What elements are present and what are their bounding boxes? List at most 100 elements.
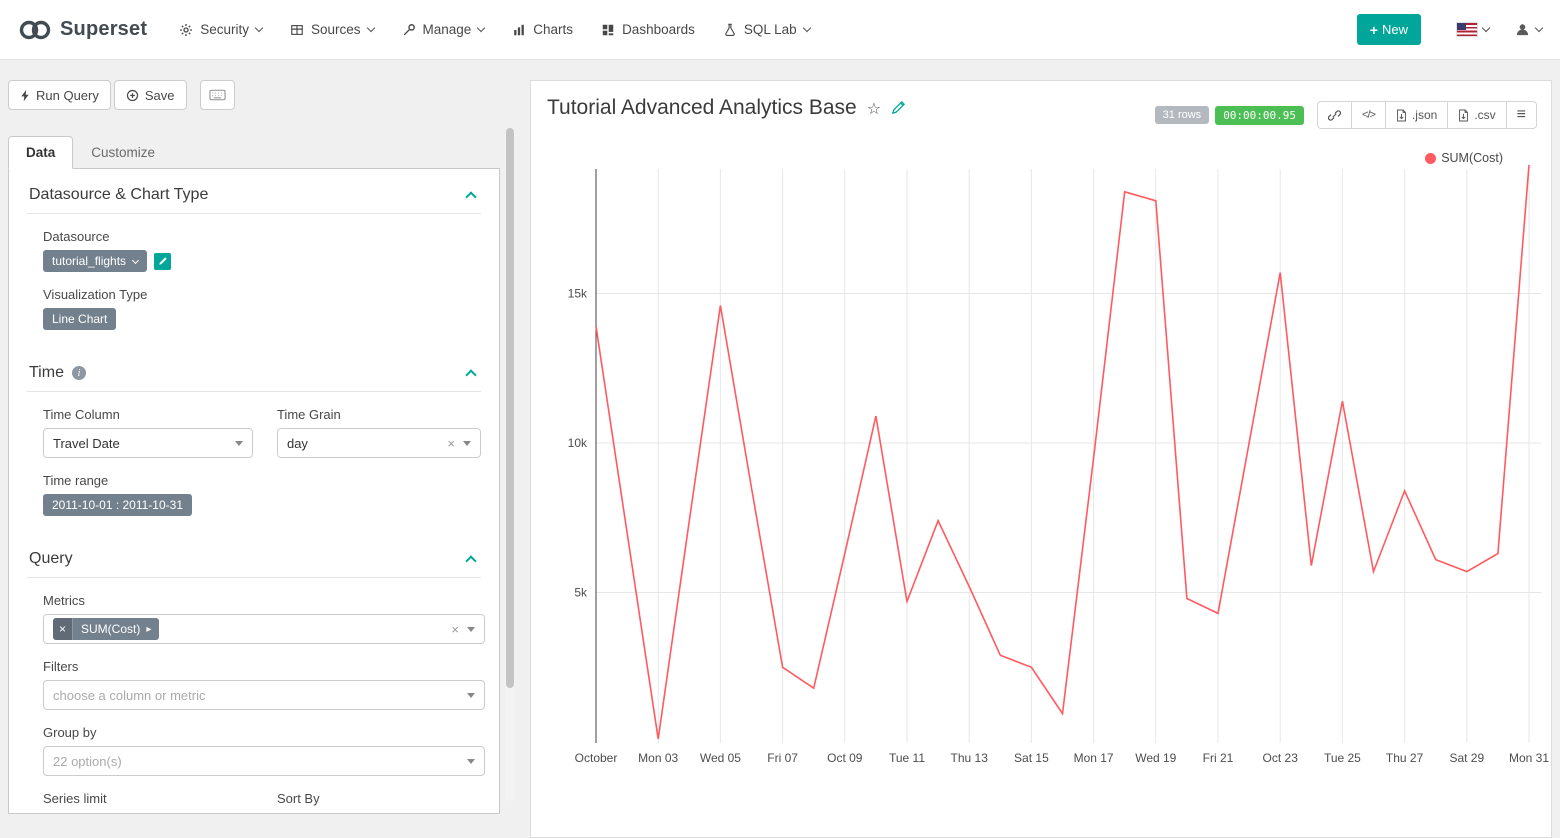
time-range-label: Time range bbox=[43, 473, 109, 488]
datasource-value-tag[interactable]: tutorial_flights bbox=[43, 250, 148, 272]
chevron-down-icon bbox=[366, 23, 375, 32]
group-by-select[interactable]: 22 option(s) bbox=[43, 746, 485, 776]
clear-icon[interactable]: × bbox=[451, 621, 459, 637]
svg-text:Fri 21: Fri 21 bbox=[1203, 751, 1234, 765]
chevron-up-icon bbox=[465, 554, 477, 567]
legend-label: SUM(Cost) bbox=[1441, 151, 1503, 165]
nav-label: Manage bbox=[422, 22, 472, 37]
filters-select[interactable]: choose a column or metric bbox=[43, 680, 485, 710]
nav-label: Dashboards bbox=[622, 22, 695, 37]
keyboard-shortcuts-button[interactable] bbox=[199, 80, 235, 110]
edit-chart-properties-icon[interactable] bbox=[891, 100, 906, 120]
time-range-tag[interactable]: 2011-10-01 : 2011-10-31 bbox=[43, 494, 192, 516]
chart-menu-button[interactable]: ≡ bbox=[1505, 101, 1537, 129]
svg-text:Fri 07: Fri 07 bbox=[767, 751, 798, 765]
row-count-badge: 31 rows bbox=[1154, 106, 1210, 124]
svg-text:10k: 10k bbox=[568, 436, 588, 450]
data-tab-panel: Datasource & Chart Type Datasource tutor… bbox=[8, 169, 500, 814]
svg-text:Wed 19: Wed 19 bbox=[1135, 751, 1176, 765]
pencil-icon bbox=[891, 100, 906, 115]
nav-label: SQL Lab bbox=[743, 22, 797, 37]
code-icon: </> bbox=[1362, 109, 1376, 121]
gear-icon bbox=[180, 23, 193, 36]
infinity-logo-icon bbox=[19, 20, 51, 39]
svg-text:Wed 05: Wed 05 bbox=[700, 751, 741, 765]
nav-label: Sources bbox=[310, 22, 361, 37]
time-column-label: Time Column bbox=[43, 407, 120, 422]
section-time-toggle[interactable]: Time i bbox=[27, 364, 481, 392]
svg-text:Tue 25: Tue 25 bbox=[1324, 751, 1361, 765]
nav-charts[interactable]: Charts bbox=[512, 22, 573, 37]
keyboard-icon bbox=[208, 89, 226, 101]
metrics-select[interactable]: × SUM(Cost) ▸ × bbox=[43, 614, 485, 644]
chart-legend[interactable]: SUM(Cost) bbox=[1425, 151, 1503, 165]
datasource-label: Datasource bbox=[43, 229, 110, 244]
run-query-button[interactable]: Run Query bbox=[8, 80, 111, 110]
section-datasource-toggle[interactable]: Datasource & Chart Type bbox=[27, 186, 481, 214]
sort-by-label: Sort By bbox=[276, 791, 320, 806]
section-datasource-chart-type: Datasource & Chart Type Datasource tutor… bbox=[9, 169, 499, 347]
line-chart[interactable]: 5k 10k 15k October Mon 03 Wed 05 Fri 07 Oct 09 T… bbox=[533, 147, 1549, 792]
chart-title: Tutorial Advanced Analytics Base bbox=[547, 96, 857, 119]
language-selector[interactable] bbox=[1457, 23, 1491, 36]
chevron-down-icon bbox=[1534, 23, 1544, 32]
svg-text:Oct 23: Oct 23 bbox=[1263, 751, 1299, 765]
svg-text:5k: 5k bbox=[574, 586, 588, 600]
svg-text:Sat 15: Sat 15 bbox=[1014, 751, 1049, 765]
svg-text:Mon 31: Mon 31 bbox=[1509, 751, 1549, 765]
bar-chart-icon bbox=[514, 24, 525, 35]
section-title: Query bbox=[29, 550, 73, 567]
filters-label: Filters bbox=[43, 659, 79, 674]
favorite-star-icon[interactable]: ☆ bbox=[866, 101, 882, 118]
remove-metric-icon[interactable]: × bbox=[53, 618, 74, 640]
explore-controls-panel: Run Query Save Data Customize Dat bbox=[0, 60, 500, 814]
scrollbar-thumb[interactable] bbox=[506, 128, 514, 688]
panel-scrollbar[interactable] bbox=[505, 128, 515, 801]
nav-security[interactable]: Security bbox=[179, 22, 264, 37]
chevron-up-icon bbox=[465, 368, 477, 381]
chevron-down-icon bbox=[463, 440, 471, 446]
chevron-down-icon bbox=[467, 626, 475, 632]
nav-label: Charts bbox=[533, 22, 574, 37]
explore-tabs: Data Customize bbox=[8, 136, 500, 169]
chevron-down-icon bbox=[132, 256, 140, 264]
nav-sources[interactable]: Sources bbox=[290, 22, 375, 37]
chevron-down-icon bbox=[254, 23, 264, 32]
tab-data[interactable]: Data bbox=[8, 136, 74, 169]
edit-datasource-icon[interactable] bbox=[154, 252, 172, 270]
caret-right-icon: ▸ bbox=[146, 623, 152, 635]
chevron-down-icon bbox=[467, 758, 475, 764]
query-duration-badge: 00:00:00.95 bbox=[1215, 105, 1305, 125]
dashboard-icon bbox=[602, 24, 614, 35]
new-button[interactable]: + New bbox=[1356, 14, 1421, 45]
user-menu[interactable] bbox=[1515, 22, 1544, 37]
save-button[interactable]: Save bbox=[113, 80, 187, 110]
export-json-button[interactable]: .json bbox=[1384, 101, 1449, 129]
metric-token[interactable]: × SUM(Cost) ▸ bbox=[53, 618, 160, 640]
viz-type-tag[interactable]: Line Chart bbox=[43, 308, 117, 330]
section-query: Query Metrics × SUM(Cost) ▸ × bbox=[9, 533, 499, 813]
superset-logo[interactable]: Superset bbox=[18, 18, 147, 41]
link-icon bbox=[1328, 109, 1342, 121]
nav-sql-lab[interactable]: SQL Lab bbox=[723, 22, 811, 37]
svg-text:Tue 11: Tue 11 bbox=[889, 751, 925, 765]
embed-code-button[interactable]: </> bbox=[1351, 101, 1386, 129]
section-query-toggle[interactable]: Query bbox=[27, 550, 481, 578]
share-link-button[interactable] bbox=[1317, 101, 1353, 129]
time-column-select[interactable]: Travel Date bbox=[43, 428, 253, 458]
group-by-label: Group by bbox=[43, 725, 97, 740]
clear-icon[interactable]: × bbox=[447, 435, 455, 451]
nav-dashboards[interactable]: Dashboards bbox=[601, 22, 695, 37]
svg-text:Mon 03: Mon 03 bbox=[638, 751, 678, 765]
query-toolbar: Run Query Save bbox=[0, 60, 500, 110]
section-time: Time i Time Column Travel Date Time Grai… bbox=[9, 347, 499, 533]
tab-customize[interactable]: Customize bbox=[91, 145, 156, 160]
time-grain-label: Time Grain bbox=[276, 407, 341, 422]
chevron-down-icon bbox=[477, 23, 486, 32]
time-grain-select[interactable]: day × bbox=[276, 428, 481, 458]
plus-circle-icon bbox=[126, 89, 139, 101]
svg-text:Thu 13: Thu 13 bbox=[951, 751, 989, 765]
metrics-label: Metrics bbox=[43, 593, 85, 608]
export-csv-button[interactable]: .csv bbox=[1447, 101, 1507, 129]
nav-manage[interactable]: Manage bbox=[402, 22, 486, 37]
